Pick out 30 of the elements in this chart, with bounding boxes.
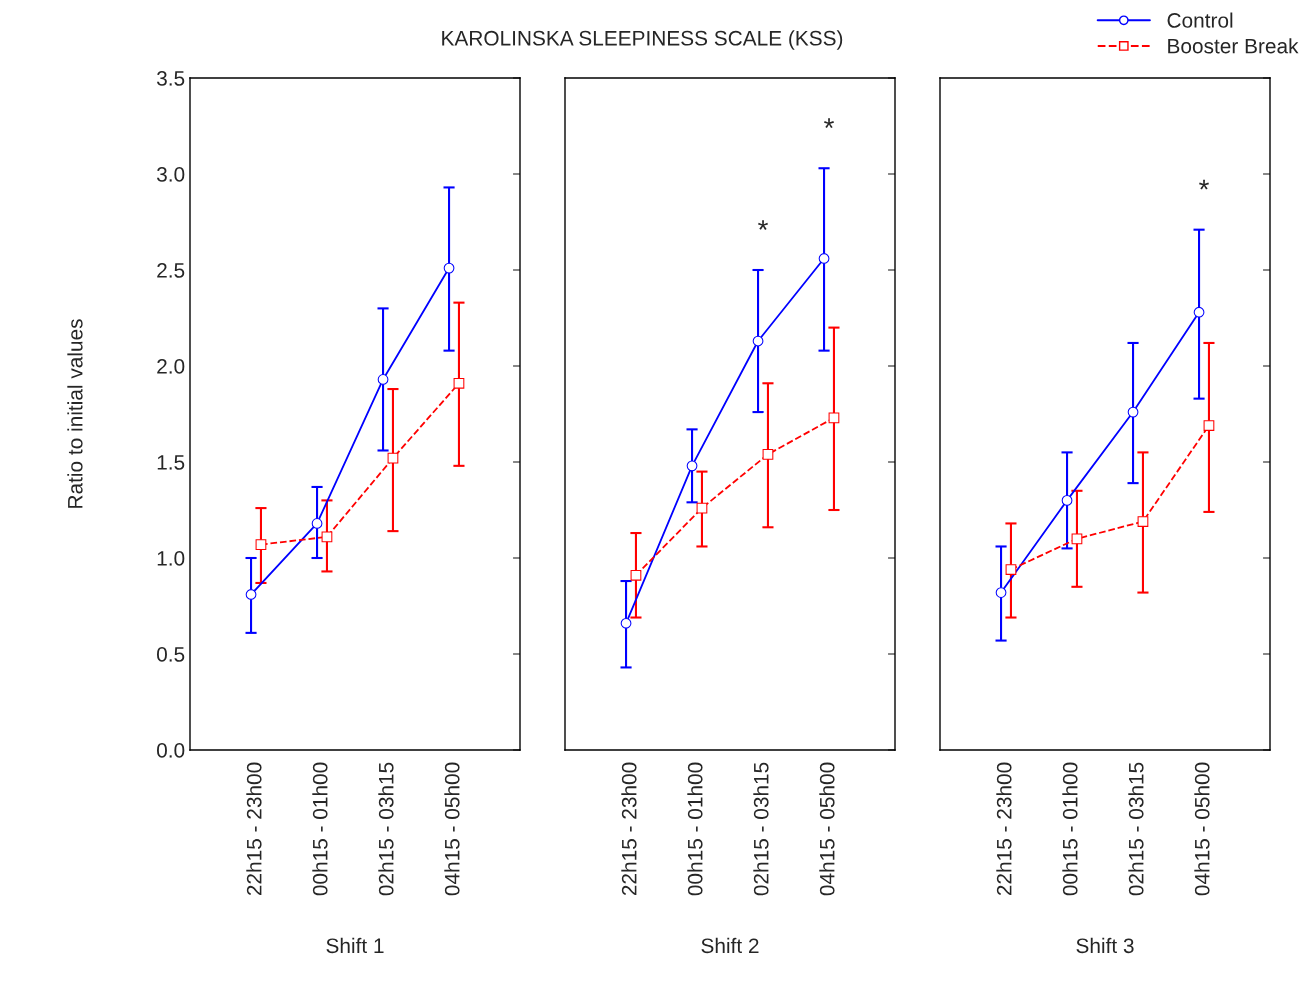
- legend-label: Booster Break: [1168, 38, 1299, 54]
- y-tick-label: 3.0: [156, 167, 185, 182]
- x-tick-label: 04h15 - 05h00: [819, 762, 835, 896]
- y-tick-label: 1.5: [157, 455, 185, 470]
- y-tick-label: 1.0: [157, 551, 185, 566]
- annotation: *: [824, 118, 834, 129]
- x-axis-title: Shift 3: [1076, 937, 1134, 954]
- x-tick-label: 02h15 - 03h15: [753, 762, 769, 896]
- annotation: *: [758, 220, 768, 230]
- y-tick-label: 2.0: [157, 359, 185, 374]
- text: KAROLINSKA SLEEPINESS SCALE (KSS): [442, 30, 843, 50]
- annotation: *: [1199, 179, 1209, 190]
- y-tick-label: 0.0: [156, 743, 185, 758]
- y-tick-label: 3.5: [156, 71, 185, 86]
- x-tick-label: 02h15 - 03h15: [378, 762, 394, 896]
- x-tick-label: 22h15 - 23h00: [996, 762, 1012, 896]
- x-tick-label: 04h15 - 05h00: [1194, 762, 1210, 896]
- x-tick-label: 22h15 - 23h00: [621, 762, 637, 896]
- y-tick-label: 2.5: [157, 263, 185, 278]
- y-axis-title: Ratio to initial values: [67, 319, 83, 508]
- x-tick-label: 00h15 - 01h00: [1062, 762, 1078, 896]
- x-tick-label: 00h15 - 01h00: [687, 762, 703, 896]
- x-tick-label: 00h15 - 01h00: [312, 762, 328, 896]
- x-tick-label: 04h15 - 05h00: [444, 762, 460, 896]
- legend-label: Control: [1167, 12, 1233, 28]
- x-tick-label: 22h15 - 23h00: [246, 762, 262, 896]
- x-axis-title: Shift 2: [701, 937, 759, 954]
- x-tick-label: 02h15 - 03h15: [1128, 762, 1144, 896]
- x-axis-title: Shift 1: [326, 937, 384, 954]
- y-tick-label: 0.5: [156, 647, 185, 662]
